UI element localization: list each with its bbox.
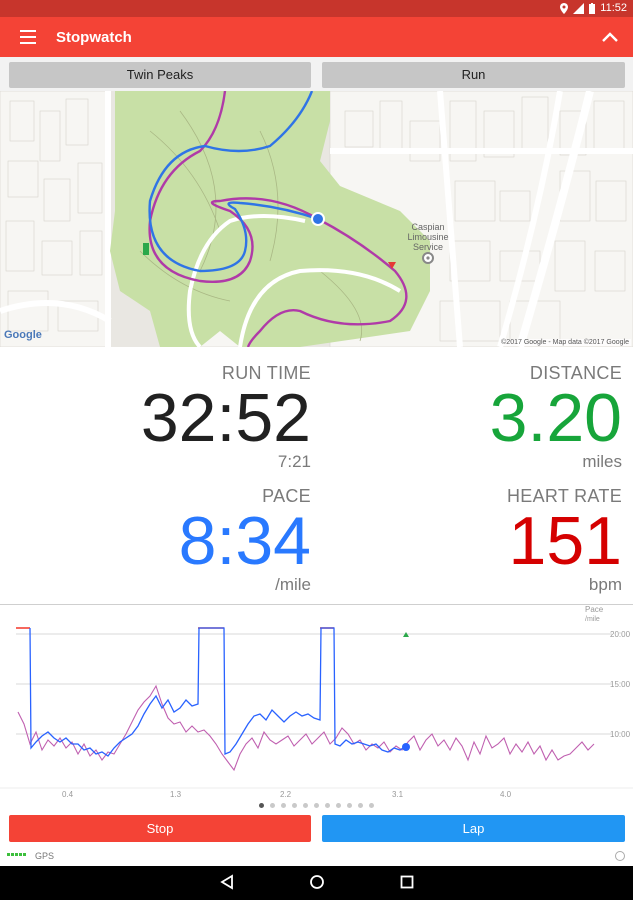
elevation-series-line bbox=[17, 684, 595, 772]
pace-value: 8:34 bbox=[178, 503, 311, 579]
status-bar: 11:52 bbox=[0, 0, 633, 17]
home-icon[interactable] bbox=[309, 874, 325, 890]
pager-dot[interactable] bbox=[358, 803, 363, 808]
app-bar: Stopwatch bbox=[0, 17, 633, 57]
selector-bar: Twin Peaks Run bbox=[0, 57, 633, 91]
distance-unit: miles bbox=[582, 452, 622, 471]
x-tick-label: 1.3 bbox=[170, 790, 182, 799]
pager-dot[interactable] bbox=[270, 803, 275, 808]
poi-label: Caspian Limousine Service bbox=[407, 222, 449, 252]
route-map[interactable]: Caspian Limousine Service Google ©2017 G… bbox=[0, 91, 633, 347]
pager-dot[interactable] bbox=[369, 803, 374, 808]
x-tick-label: 0.4 bbox=[62, 790, 74, 799]
chevron-up-icon[interactable] bbox=[599, 26, 621, 48]
chart-axis-title: Pace bbox=[585, 605, 604, 614]
status-time: 11:52 bbox=[600, 2, 627, 14]
x-tick-label: 3.1 bbox=[392, 790, 404, 799]
pager-dot[interactable] bbox=[303, 803, 308, 808]
chart-marker bbox=[403, 632, 409, 637]
app-title: Stopwatch bbox=[56, 29, 132, 46]
heart-rate-label: HEART RATE bbox=[506, 486, 622, 506]
sensor-icon[interactable] bbox=[615, 851, 625, 861]
gps-label: GPS bbox=[35, 851, 55, 861]
recents-icon[interactable] bbox=[399, 874, 415, 890]
distance-label: DISTANCE bbox=[529, 363, 622, 383]
location-icon bbox=[560, 2, 569, 14]
heart-rate-stat[interactable]: HEART RATE 151 bpm bbox=[507, 486, 622, 595]
run-time-stat[interactable]: RUN TIME 32:52 7:21 bbox=[141, 363, 311, 472]
chart-current-point bbox=[402, 743, 410, 751]
run-time-value: 32:52 bbox=[140, 380, 311, 456]
start-marker bbox=[143, 243, 149, 255]
pager-dot[interactable] bbox=[259, 803, 264, 808]
pager-dot[interactable] bbox=[281, 803, 286, 808]
current-location-marker bbox=[311, 212, 325, 226]
y-tick-label: 15:00 bbox=[610, 680, 631, 689]
heart-rate-unit: bpm bbox=[588, 575, 622, 594]
lap-button[interactable]: Lap bbox=[322, 815, 625, 842]
pace-unit: /mile bbox=[275, 575, 311, 594]
pager-dot[interactable] bbox=[292, 803, 297, 808]
pace-stat[interactable]: PACE 8:34 /mile bbox=[179, 486, 311, 595]
menu-icon[interactable] bbox=[20, 30, 36, 44]
gps-signal-icon bbox=[7, 853, 26, 856]
run-time-sub: 7:21 bbox=[277, 452, 311, 471]
run-time-label: RUN TIME bbox=[221, 363, 311, 383]
route-selector-button[interactable]: Twin Peaks bbox=[9, 62, 311, 88]
direction-marker bbox=[388, 262, 396, 269]
signal-icon bbox=[573, 2, 585, 14]
map-canvas bbox=[0, 91, 633, 347]
system-nav-bar bbox=[0, 866, 633, 900]
pace-series-line bbox=[29, 627, 407, 757]
activity-selector-button[interactable]: Run bbox=[322, 62, 625, 88]
chart-axis-unit: /mile bbox=[585, 616, 600, 623]
x-tick-label: 4.0 bbox=[500, 790, 512, 799]
pager-dot[interactable] bbox=[325, 803, 330, 808]
back-icon[interactable] bbox=[219, 874, 235, 890]
distance-stat[interactable]: DISTANCE 3.20 miles bbox=[490, 363, 622, 472]
pace-label: PACE bbox=[262, 486, 311, 506]
x-tick-label: 2.2 bbox=[280, 790, 292, 799]
chart-divider bbox=[0, 604, 633, 605]
pager-dots[interactable] bbox=[0, 800, 633, 812]
pager-dot[interactable] bbox=[336, 803, 341, 808]
pace-chart[interactable]: Pace /mile 20:00 15:00 10:00 0.4 1.3 2.2… bbox=[0, 604, 633, 800]
gps-status-row: GPS bbox=[0, 848, 633, 865]
distance-value: 3.20 bbox=[489, 380, 622, 456]
pager-dot[interactable] bbox=[314, 803, 319, 808]
pager-dot[interactable] bbox=[347, 803, 352, 808]
map-attribution: ©2017 Google - Map data ©2017 Google bbox=[499, 339, 631, 346]
battery-icon bbox=[589, 2, 596, 14]
heart-rate-value: 151 bbox=[508, 503, 622, 579]
map-logo: Google bbox=[4, 329, 42, 341]
stop-button[interactable]: Stop bbox=[9, 815, 311, 842]
y-tick-label: 10:00 bbox=[610, 730, 631, 739]
y-tick-label: 20:00 bbox=[610, 630, 631, 639]
